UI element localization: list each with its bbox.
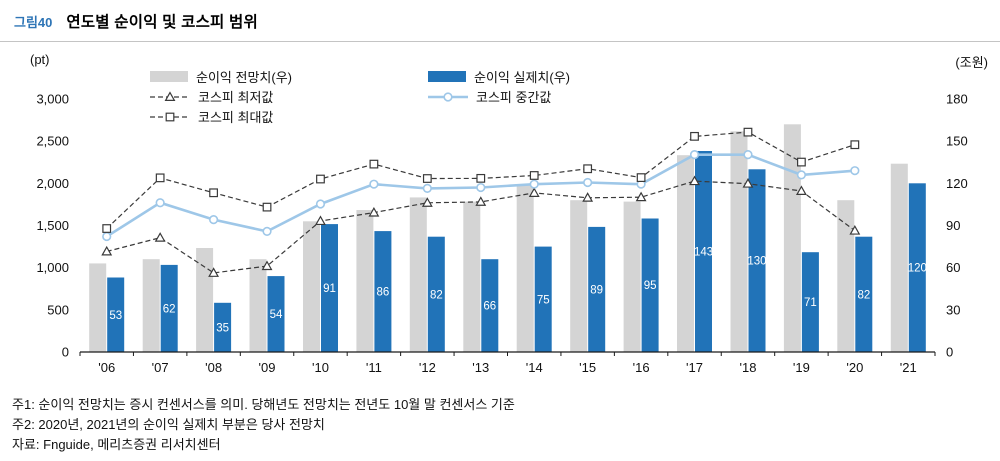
- kospi-mid-line-swatch-icon: [428, 91, 468, 102]
- svg-text:150: 150: [946, 134, 968, 149]
- header: 그림40 연도별 순이익 및 코스피 범위: [0, 0, 1000, 42]
- svg-text:35: 35: [216, 322, 229, 334]
- x-axis: '06 '07 '08 '09 '10 '11 '12 '13 '14 '15 '16 '17 '18 '…: [79, 351, 936, 375]
- svg-text:91: 91: [323, 283, 336, 295]
- blue-bar-swatch-icon: [428, 71, 466, 82]
- svg-text:'20: '20: [846, 360, 863, 375]
- svg-text:'07: '07: [152, 360, 169, 375]
- svg-text:120: 120: [908, 263, 927, 275]
- line-kospi-mid: [102, 150, 860, 242]
- svg-text:'18: '18: [739, 360, 756, 375]
- legend-label-actual: 순이익 실제치(우): [474, 70, 570, 85]
- svg-text:120: 120: [946, 176, 968, 191]
- y-axis-left-ticks: 0 500 1,000 1,500 2,000 2,500 3,000: [36, 92, 69, 360]
- svg-text:66: 66: [483, 301, 496, 313]
- left-axis-unit: (pt): [30, 52, 50, 67]
- svg-text:'10: '10: [312, 360, 329, 375]
- svg-text:'13: '13: [472, 360, 489, 375]
- svg-text:89: 89: [590, 285, 603, 297]
- svg-text:'21: '21: [900, 360, 917, 375]
- svg-text:0: 0: [946, 345, 953, 360]
- bars-actual: [107, 151, 926, 352]
- svg-text:86: 86: [377, 287, 390, 299]
- chart-area: (pt) (조원) 순이익 전망치(우) 순이익 실제치(우) 코스피 최저값 …: [0, 44, 1000, 384]
- svg-text:30: 30: [946, 302, 960, 317]
- svg-text:53: 53: [109, 310, 122, 322]
- svg-text:0: 0: [62, 345, 69, 360]
- right-axis-unit: (조원): [955, 55, 988, 70]
- chart-canvas: 0 500 1,000 1,500 2,000 2,500 3,000 0 30 60 90 120 1…: [36, 92, 968, 376]
- legend-label-forecast: 순이익 전망치(우): [196, 70, 292, 85]
- svg-text:'12: '12: [419, 360, 436, 375]
- line-kospi-max: [102, 127, 860, 233]
- source-line: 자료: Fnguide, 메리츠증권 리서치센터: [12, 437, 221, 453]
- legend-item-forecast: 순이익 전망치(우): [150, 68, 428, 85]
- svg-text:71: 71: [804, 297, 817, 309]
- footnotes: 주1: 순이익 전망치는 증시 컨센서스를 의미. 당해년도 전망치는 전년도 …: [0, 384, 1000, 455]
- y-axis-right-ticks: 0 30 60 90 120 150 180: [946, 92, 968, 360]
- svg-text:'14: '14: [526, 360, 543, 375]
- svg-text:90: 90: [946, 218, 960, 233]
- legend-item-kospi-max: 코스피 최대값: [150, 108, 428, 125]
- legend-item-actual: 순이익 실제치(우): [428, 68, 570, 85]
- svg-text:1,000: 1,000: [36, 260, 69, 275]
- svg-text:3,000: 3,000: [36, 92, 69, 107]
- legend-label-kospi-max: 코스피 최대값: [198, 110, 274, 125]
- gray-bar-swatch-icon: [150, 71, 188, 82]
- note-2: 주2: 2020년, 2021년의 순이익 실제치 부분은 당사 전망치: [12, 417, 325, 433]
- svg-text:'09: '09: [259, 360, 276, 375]
- svg-text:1,500: 1,500: [36, 218, 69, 233]
- kospi-max-line-swatch-icon: [150, 112, 190, 121]
- legend-item-kospi-min: 코스피 최저값: [150, 88, 428, 105]
- line-kospi-min: [101, 175, 861, 277]
- svg-text:'06: '06: [98, 360, 115, 375]
- svg-text:2,500: 2,500: [36, 134, 69, 149]
- legend: 순이익 전망치(우) 순이익 실제치(우) 코스피 최저값 코스피 중간값: [150, 68, 570, 125]
- svg-text:54: 54: [270, 309, 283, 321]
- kospi-min-line-swatch-icon: [150, 90, 190, 101]
- page-title: 연도별 순이익 및 코스피 범위: [66, 14, 258, 31]
- svg-text:'15: '15: [579, 360, 596, 375]
- figure-label: 그림40: [14, 15, 53, 30]
- svg-text:500: 500: [47, 302, 69, 317]
- bars-forecast: [89, 124, 908, 352]
- svg-text:62: 62: [163, 303, 176, 315]
- note-1: 주1: 순이익 전망치는 증시 컨센서스를 의미. 당해년도 전망치는 전년도 …: [12, 397, 515, 412]
- legend-label-kospi-mid: 코스피 중간값: [476, 90, 552, 105]
- bar-value-labels: 53 62 35 54 91 86 82 66 75 89 95 143 130 71 82 120: [109, 247, 927, 335]
- svg-text:'16: '16: [633, 360, 650, 375]
- legend-item-kospi-mid: 코스피 중간값: [428, 88, 570, 105]
- svg-text:82: 82: [430, 289, 443, 301]
- svg-text:'11: '11: [366, 360, 382, 375]
- svg-text:130: 130: [747, 256, 766, 268]
- svg-text:143: 143: [694, 247, 713, 259]
- svg-text:60: 60: [946, 260, 960, 275]
- svg-text:95: 95: [644, 280, 657, 292]
- svg-text:'17: '17: [686, 360, 703, 375]
- svg-text:75: 75: [537, 294, 550, 306]
- svg-text:82: 82: [857, 289, 870, 301]
- svg-text:'08: '08: [205, 360, 222, 375]
- svg-text:180: 180: [946, 92, 968, 107]
- svg-text:'19: '19: [793, 360, 810, 375]
- svg-text:2,000: 2,000: [36, 176, 69, 191]
- legend-label-kospi-min: 코스피 최저값: [198, 90, 274, 105]
